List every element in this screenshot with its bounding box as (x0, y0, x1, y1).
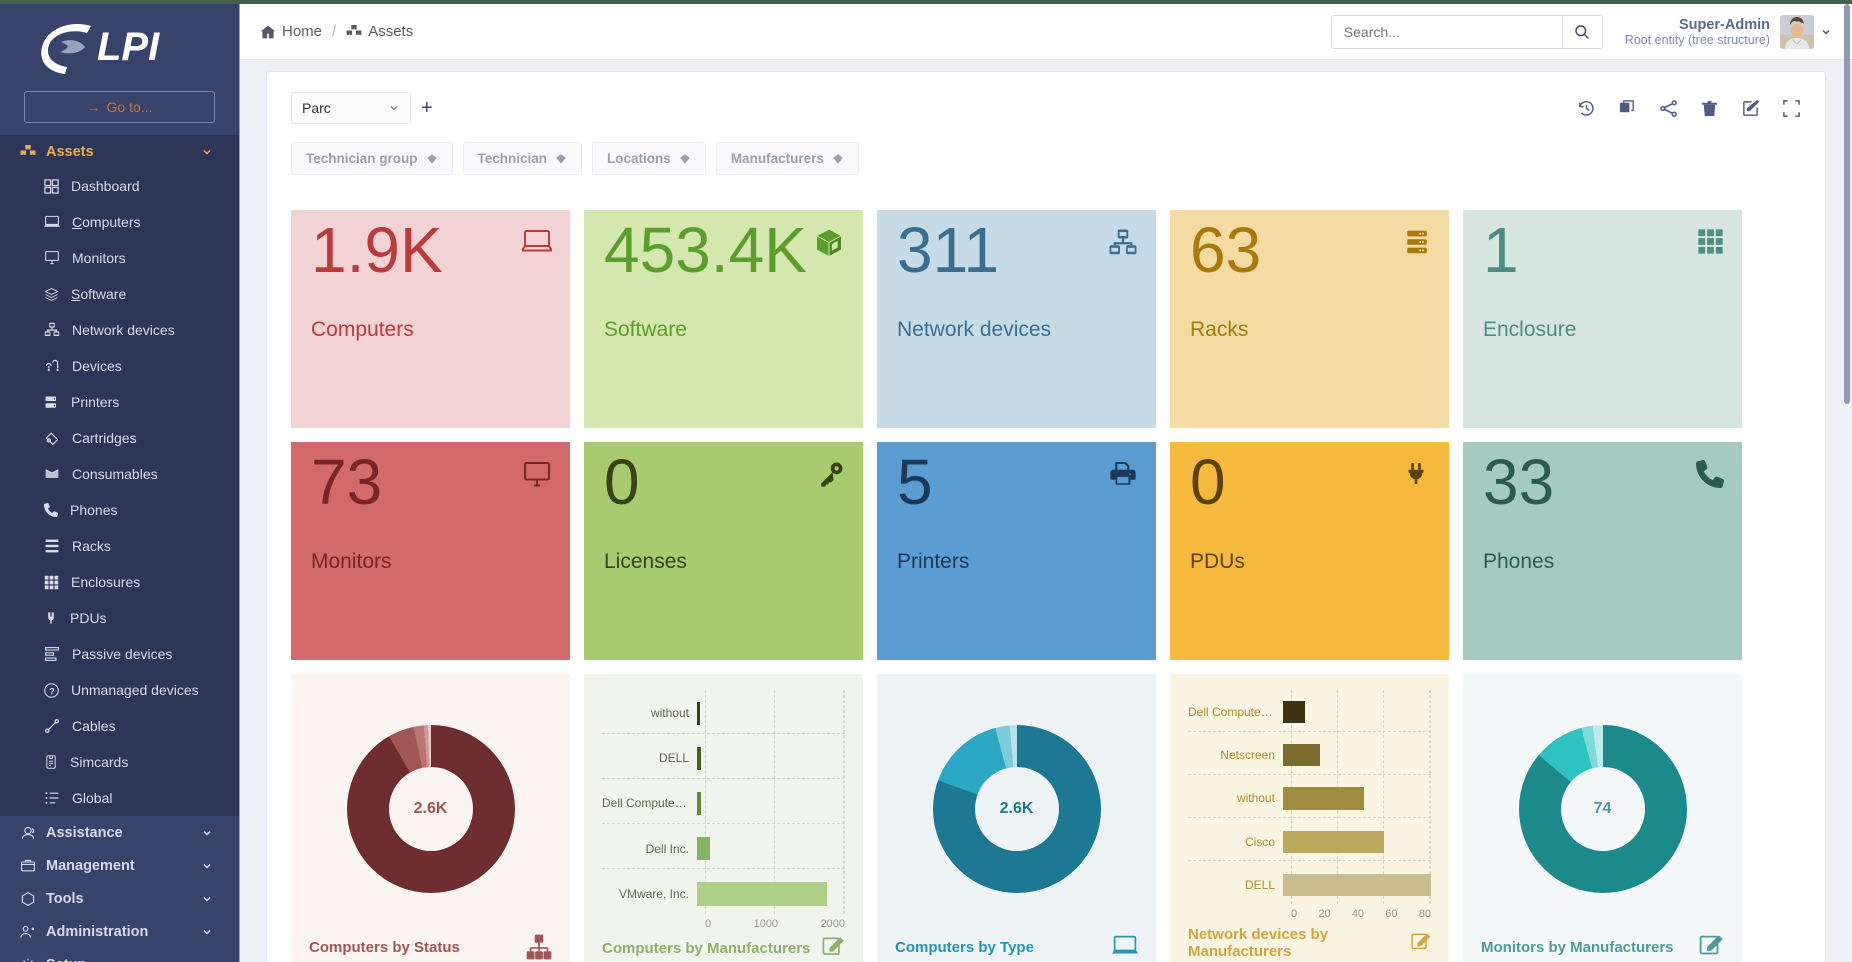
svg-text:LPI: LPI (97, 25, 160, 69)
svg-text:?: ? (49, 686, 55, 696)
